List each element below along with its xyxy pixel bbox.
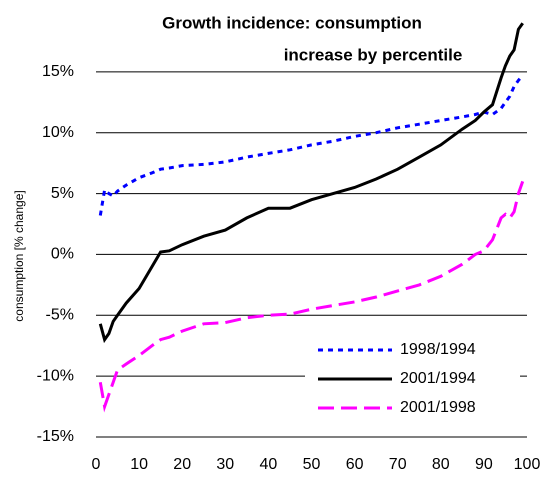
legend-label: 1998/1994 <box>400 341 476 358</box>
y-tick-label: 5% <box>51 185 74 202</box>
title-background <box>108 8 498 70</box>
y-tick-label: 15% <box>42 63 74 80</box>
y-tick-label: 0% <box>51 246 74 263</box>
x-tick-label: 20 <box>173 456 191 473</box>
x-tick-label: 80 <box>432 456 450 473</box>
x-tick-label: 50 <box>303 456 321 473</box>
legend-label: 2001/1998 <box>400 399 476 416</box>
chart-title: increase by percentile <box>284 45 463 64</box>
x-tick-label: 60 <box>346 456 364 473</box>
y-axis-label: consumption [% change] <box>12 190 26 321</box>
series-line <box>98 180 525 413</box>
x-tick-label: 100 <box>514 456 541 473</box>
x-tick-label: 90 <box>475 456 493 473</box>
x-tick-label: 0 <box>92 456 101 473</box>
legend-label: 2001/1994 <box>400 370 476 387</box>
series-line <box>98 22 524 344</box>
series-line <box>98 74 524 216</box>
y-tick-label: -10% <box>37 367 74 384</box>
x-tick-label: 10 <box>130 456 148 473</box>
x-tick-label: 30 <box>216 456 234 473</box>
chart-title: Growth incidence: consumption <box>162 13 422 32</box>
y-tick-label: -15% <box>37 428 74 445</box>
legend-background <box>305 334 520 420</box>
y-tick-label: -5% <box>46 307 74 324</box>
x-tick-label: 40 <box>260 456 278 473</box>
x-tick-label: 70 <box>389 456 407 473</box>
y-tick-label: 10% <box>42 124 74 141</box>
